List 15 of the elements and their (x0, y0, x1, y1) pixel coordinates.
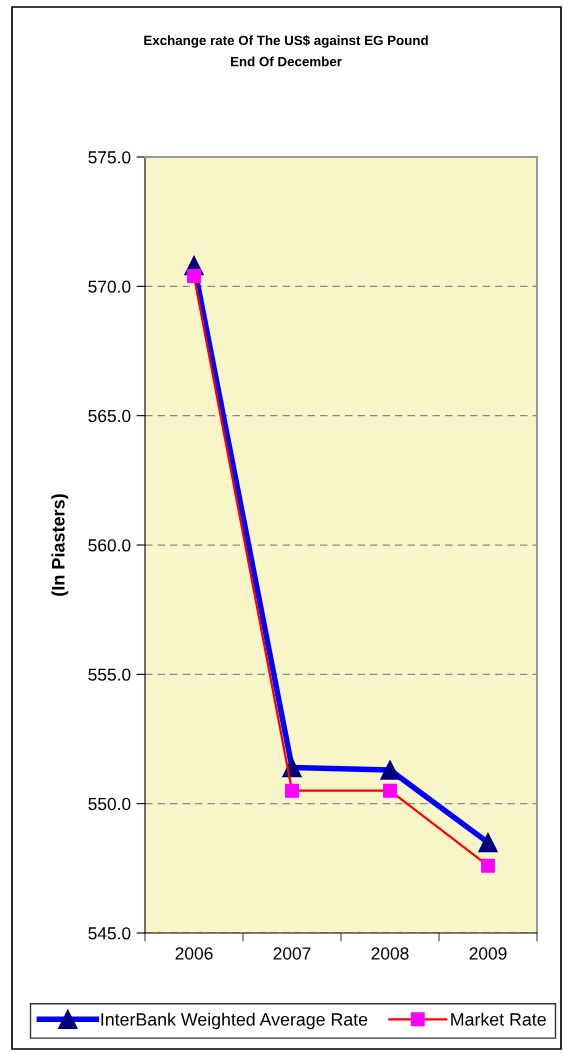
x-tick-label: 2009 (469, 947, 507, 960)
legend-label: Market Rate (451, 1012, 546, 1026)
legend-label: InterBank Weighted Average Rate (101, 1012, 368, 1030)
y-tick-label: 550.0 (88, 797, 131, 811)
x-tick-label: 2007 (273, 947, 311, 960)
y-tick-label: 560.0 (88, 539, 131, 552)
y-tick-label: 575.0 (88, 151, 131, 164)
y-tick-label: 570.0 (88, 280, 131, 293)
y-tick-label: 545.0 (88, 927, 131, 940)
y-axis-title: (In Piasters) (51, 494, 69, 596)
y-tick-label: 555.0 (88, 668, 131, 681)
y-tick-label: 565.0 (88, 409, 131, 423)
chart-title: Exchange rate Of The US$ against EG Pound End Of December (144, 35, 428, 67)
x-tick-label: 2008 (371, 947, 409, 960)
x-tick-label: 2006 (175, 947, 213, 960)
